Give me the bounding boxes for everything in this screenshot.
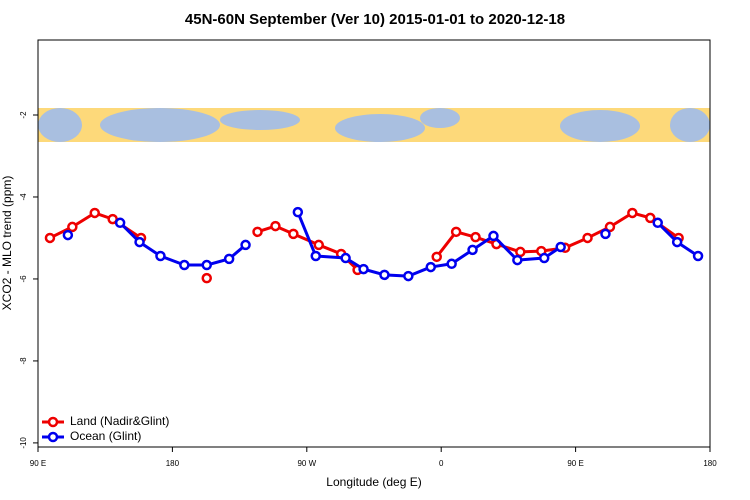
data-point: [340, 252, 351, 264]
data-point: [379, 269, 390, 281]
map-band: [38, 108, 710, 142]
data-point: [134, 236, 145, 248]
legend-marker: [47, 416, 59, 428]
y-tick-label: -6: [19, 275, 28, 283]
plot-frame: [37, 39, 711, 448]
legend-label: Land (Nadir&Glint): [70, 414, 169, 428]
data-point: [292, 206, 304, 218]
data-point: [89, 207, 100, 219]
data-point: [446, 258, 457, 270]
data-point: [604, 221, 616, 233]
data-point: [270, 220, 281, 232]
chart-title: 45N-60N September (Ver 10) 2015-01-01 to…: [185, 11, 565, 28]
legend-label: Ocean (Glint): [70, 429, 141, 443]
data-point: [240, 239, 251, 251]
y-tick-label: -2: [19, 111, 28, 119]
data-point: [431, 251, 442, 263]
data-point: [155, 250, 166, 262]
y-tick-label: -10: [19, 437, 28, 449]
x-tick-label: 0: [439, 459, 444, 468]
y-axis-label: XCO2 - MLO trend (ppm): [0, 176, 14, 311]
data-point: [44, 232, 56, 244]
x-tick-label: 90 E: [30, 459, 46, 468]
data-point: [692, 250, 704, 262]
data-point: [582, 232, 593, 244]
x-tick-label: 180: [703, 459, 717, 468]
data-point: [179, 259, 190, 271]
data-point: [600, 228, 611, 240]
x-tick-label: 90 W: [297, 459, 316, 468]
y-tick-label: -4: [19, 193, 28, 201]
legend-marker: [47, 431, 59, 443]
y-tick-label: -8: [19, 357, 28, 365]
data-point: [512, 254, 523, 266]
data-point: [555, 241, 566, 253]
x-tick-label: 90 E: [567, 459, 583, 468]
data-point: [652, 217, 663, 229]
data-point: [467, 244, 478, 256]
data-point: [515, 246, 526, 258]
data-point: [627, 207, 638, 219]
data-point: [450, 226, 462, 238]
data-point: [488, 230, 499, 242]
x-tick-label: 180: [166, 459, 180, 468]
data-point: [114, 217, 126, 229]
data-point: [645, 212, 656, 224]
data-point: [313, 239, 324, 251]
data-point: [470, 231, 481, 243]
data-point: [288, 228, 299, 240]
x-axis-label: Longitude (deg E): [326, 475, 421, 489]
data-point: [403, 270, 414, 282]
data-point: [201, 272, 212, 284]
data-point: [62, 229, 74, 241]
data-point: [358, 263, 369, 275]
data-point: [223, 253, 235, 265]
data-point: [201, 259, 212, 271]
data-point: [538, 252, 550, 264]
data-point: [310, 250, 322, 262]
data-point: [425, 261, 436, 273]
data-point: [252, 226, 263, 238]
data-point: [671, 236, 683, 248]
data-point: [67, 221, 78, 233]
